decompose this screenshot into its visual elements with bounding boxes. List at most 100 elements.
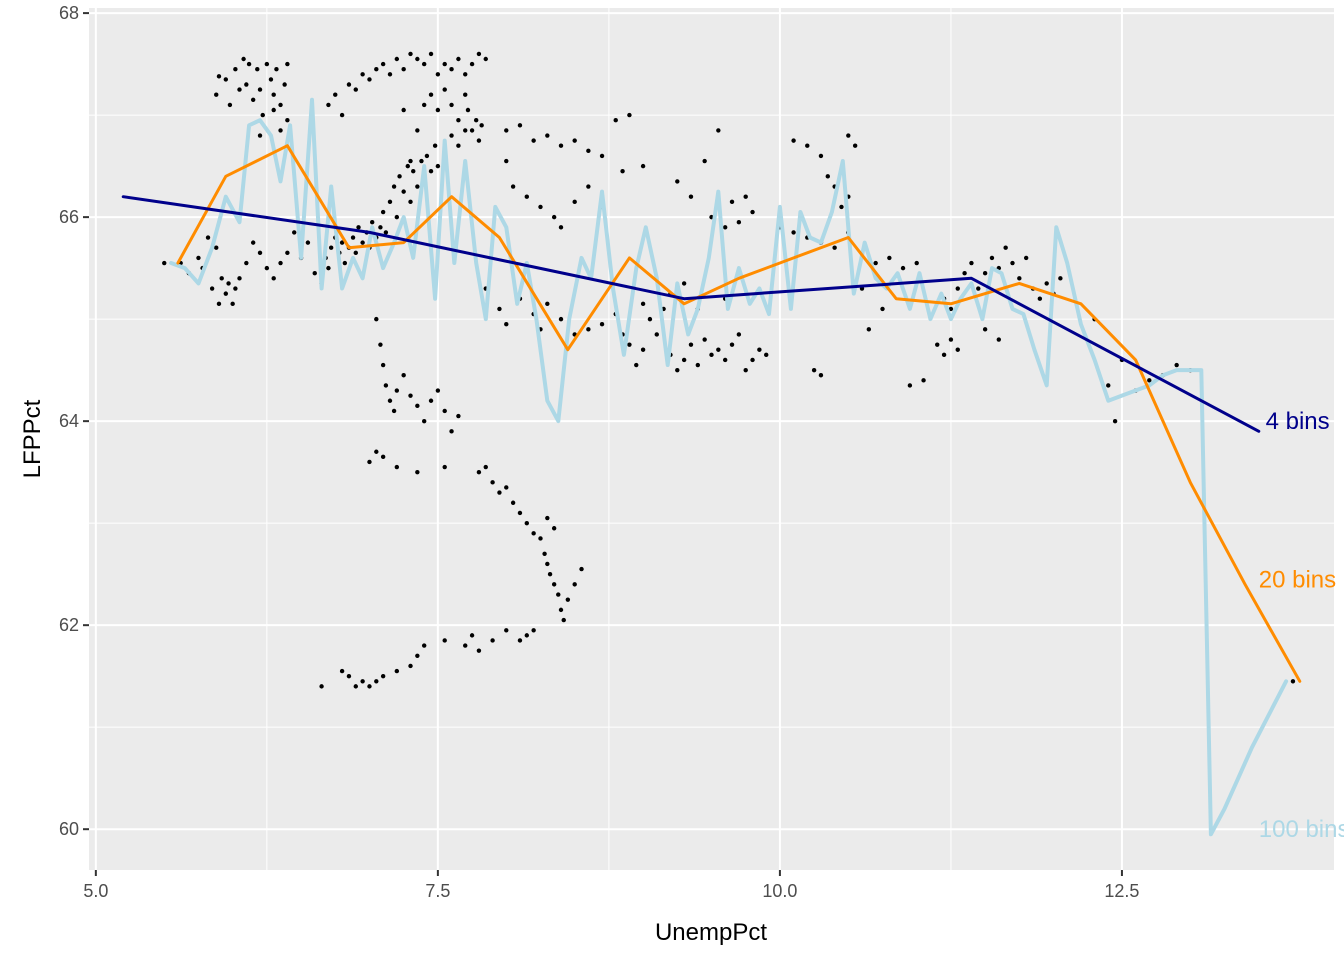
data-point [517,638,523,643]
data-point [264,265,270,271]
data-point [764,352,769,358]
data-point [442,408,447,414]
data-point [565,597,571,602]
data-point [419,158,424,164]
data-point [246,61,252,67]
data-point [640,163,646,169]
data-point [285,118,290,123]
data-point [504,628,509,633]
data-point [640,347,646,352]
x-tick-label: 7.5 [425,881,450,901]
data-point [688,342,694,347]
data-point [572,199,577,205]
data-point [209,286,215,291]
data-point [370,220,375,225]
data-point [469,61,475,67]
data-point [411,169,416,174]
data-point [538,204,543,210]
data-point [449,102,454,108]
data-point [278,260,283,266]
grid-minor [89,8,1334,870]
data-point [811,367,817,373]
data-point [230,301,235,307]
data-point [353,250,358,256]
data-point [360,72,365,77]
x-axis-ticks: 5.0 7.5 10.0 12.5 [83,870,1139,901]
data-point [921,378,926,383]
data-point [394,464,400,470]
data-point [1010,260,1015,266]
data-point [353,684,358,689]
data-point [415,469,420,475]
data-point [456,118,461,123]
data-point [681,281,687,286]
data-point [405,163,410,169]
data-point [346,673,352,679]
data-point [558,225,564,230]
data-point [401,373,406,378]
data-point [654,332,659,337]
data-point [483,56,488,62]
data-point [558,143,564,148]
data-point [791,230,796,235]
data-point [542,551,547,556]
data-point [791,138,796,143]
data-point [517,123,523,128]
data-point [504,322,509,327]
data-point [476,469,482,475]
data-point [483,464,488,470]
data-point [421,61,427,67]
data-point [383,383,389,388]
data-point [394,388,400,393]
data-point [257,133,263,138]
data-point [415,653,420,658]
y-tick-label: 60 [59,819,79,839]
data-point [380,673,386,679]
data-point [378,342,383,347]
data-point [476,648,482,653]
series-lines [121,97,1302,837]
data-point [408,51,413,57]
data-point [408,199,413,205]
data-point [401,107,406,113]
data-point [415,56,420,62]
data-point [1058,276,1063,281]
data-point [380,209,386,215]
data-point [233,67,238,72]
data-point [818,373,824,378]
data-point [401,67,406,72]
data-point [476,138,482,143]
data-point [387,398,393,403]
data-point [551,582,557,587]
data-point [380,362,386,368]
data-point [268,77,274,82]
data-point [380,61,386,67]
data-point [757,347,762,352]
data-point [531,138,536,143]
data-point [675,367,680,373]
data-point [716,128,721,133]
data-point [214,92,219,97]
data-point [490,480,495,485]
data-point [702,337,707,342]
data-point [380,454,386,460]
data-point [941,352,947,358]
data-point [688,194,694,199]
data-point [250,240,256,245]
y-axis-title: LFPPct [19,399,46,478]
series-label: 100 bins [1259,816,1344,843]
data-point [432,143,438,148]
data-point [722,357,728,363]
data-point [415,403,420,409]
data-point [456,143,461,148]
data-point [292,230,297,235]
data-point [545,133,550,138]
data-point [709,352,714,358]
data-point [394,668,400,674]
data-point [463,92,468,97]
data-point [428,398,434,403]
data-point [524,520,530,526]
data-point [736,332,742,337]
data-point [825,174,830,179]
data-point [435,388,441,393]
